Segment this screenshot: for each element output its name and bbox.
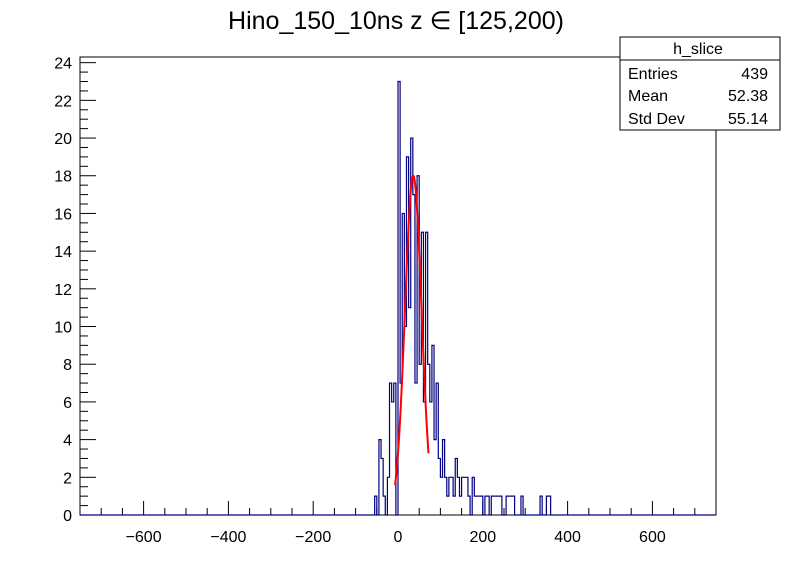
stats-box-frame: [619, 36, 781, 131]
histogram-bin: [423, 402, 425, 515]
stats-entries-value: 439: [741, 66, 768, 83]
x-tick-label: 200: [469, 529, 496, 546]
stats-stddev-label: Std Dev: [628, 111, 685, 128]
histogram-bin: [493, 496, 495, 515]
y-tick-label: 12: [54, 282, 72, 299]
y-tick-label: 16: [54, 206, 72, 223]
x-tick-label: −600: [126, 529, 162, 546]
histogram-bin: [510, 496, 512, 515]
stats-box: h_slice Entries 439 Mean 52.38 Std Dev 5…: [619, 36, 781, 131]
histogram-bin: [479, 496, 481, 515]
histogram-bin: [415, 383, 417, 515]
y-tick-label: 24: [54, 56, 72, 73]
y-tick-label: 6: [63, 395, 72, 412]
x-tick-label: 0: [394, 529, 403, 546]
y-tick-label: 10: [54, 320, 72, 337]
histogram-bin: [392, 402, 394, 515]
chart-title: Hino_150_10ns z ∈ [125,200): [228, 7, 564, 35]
stats-stddev-value: 55.14: [728, 111, 768, 128]
histogram-bin: [474, 496, 476, 515]
stats-mean-value: 52.38: [728, 88, 768, 105]
x-tick-label: 400: [554, 529, 581, 546]
histogram-series: [80, 80, 716, 516]
y-tick-label: 14: [54, 244, 72, 261]
y-tick-label: 18: [54, 169, 72, 186]
plot-area: [80, 80, 716, 516]
gaussian-fit-curve: [394, 174, 430, 486]
histogram-bin: [453, 496, 455, 515]
stats-mean-label: Mean: [628, 88, 668, 105]
y-tick-label: 20: [54, 131, 72, 148]
histogram-bins: [375, 82, 551, 515]
histogram-bin: [419, 364, 421, 515]
x-tick-label: 600: [639, 529, 666, 546]
histogram-bin: [447, 496, 449, 515]
histogram-bin: [498, 496, 500, 515]
y-tick-label: 2: [63, 470, 72, 487]
y-tick-label: 22: [54, 93, 72, 110]
stats-entries-label: Entries: [628, 66, 678, 83]
histogram-bin: [508, 496, 510, 515]
y-tick-label: 4: [63, 433, 72, 450]
x-tick-label: −400: [210, 529, 246, 546]
stats-box-title: h_slice: [673, 41, 723, 58]
x-axis: −600 −400 −200 0 200 400 600: [100, 501, 696, 546]
y-tick-label: 0: [63, 508, 72, 525]
histogram-bin: [409, 308, 411, 515]
histogram-bin: [464, 477, 466, 515]
histogram-bin: [430, 402, 432, 515]
histogram-bin: [476, 496, 478, 515]
histogram-bin: [404, 327, 406, 515]
histogram-bin: [496, 496, 498, 515]
y-tick-label: 8: [63, 357, 72, 374]
x-tick-label: −200: [295, 529, 331, 546]
histogram-bin: [434, 440, 436, 515]
